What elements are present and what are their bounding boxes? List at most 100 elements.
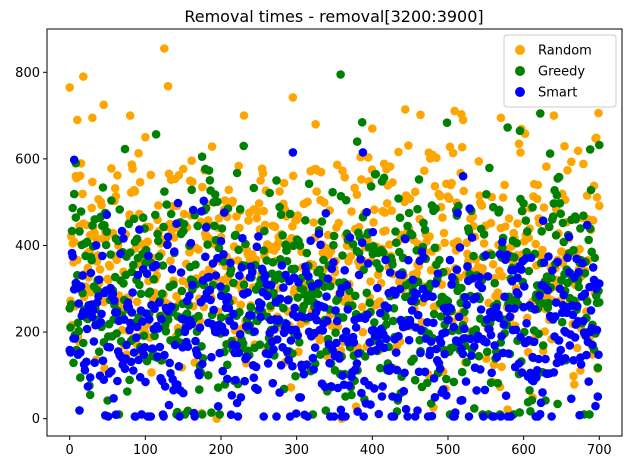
- data-point: [269, 345, 278, 354]
- data-point: [588, 263, 598, 272]
- data-point: [431, 204, 440, 213]
- data-point: [134, 149, 143, 158]
- data-point: [393, 393, 403, 403]
- data-point: [229, 321, 239, 331]
- data-point: [88, 177, 97, 187]
- data-point: [552, 190, 562, 200]
- data-point: [570, 380, 579, 389]
- data-point: [548, 266, 557, 275]
- data-point: [488, 260, 498, 269]
- data-point: [531, 239, 540, 249]
- data-point: [157, 289, 167, 299]
- data-point: [427, 411, 437, 421]
- data-point: [588, 216, 598, 225]
- data-point: [142, 269, 152, 279]
- data-point: [395, 284, 405, 294]
- data-point: [558, 218, 568, 228]
- legend: Random Greedy Smart: [503, 34, 617, 108]
- data-point: [358, 148, 368, 157]
- data-point: [420, 166, 429, 175]
- data-point: [433, 269, 443, 278]
- data-point: [206, 295, 215, 305]
- data-point: [295, 338, 304, 347]
- data-point: [277, 261, 287, 270]
- data-point: [335, 354, 344, 363]
- data-point: [574, 267, 584, 277]
- data-point: [500, 180, 509, 190]
- data-point: [204, 272, 214, 282]
- data-point: [505, 312, 515, 322]
- data-point: [250, 327, 259, 336]
- data-point: [590, 253, 600, 263]
- data-point: [214, 243, 224, 253]
- data-point: [442, 391, 451, 400]
- data-point: [255, 340, 265, 350]
- data-point: [223, 292, 233, 302]
- chart-title: Removal times - removal[3200:3900]: [184, 7, 483, 26]
- data-point: [276, 294, 285, 304]
- data-point: [475, 272, 484, 282]
- data-point: [194, 245, 203, 254]
- data-point: [586, 185, 596, 195]
- data-point: [124, 219, 134, 229]
- data-point: [272, 412, 281, 421]
- data-point: [68, 203, 77, 213]
- data-point: [231, 230, 240, 240]
- legend-box: [503, 34, 617, 108]
- data-point: [238, 233, 247, 243]
- data-point: [371, 169, 381, 179]
- data-point: [407, 230, 417, 240]
- data-point: [231, 375, 240, 385]
- data-point: [304, 179, 314, 189]
- data-point: [329, 231, 339, 241]
- data-point: [187, 185, 196, 195]
- data-point: [504, 349, 513, 358]
- data-point: [341, 195, 351, 205]
- data-point: [537, 227, 546, 236]
- data-point: [548, 212, 558, 221]
- data-point: [188, 205, 198, 215]
- data-point: [129, 214, 139, 224]
- data-point: [542, 162, 551, 171]
- data-point: [246, 302, 256, 312]
- data-point: [495, 205, 504, 215]
- data-point: [539, 258, 549, 268]
- data-point: [340, 266, 350, 275]
- data-point: [132, 297, 142, 307]
- data-point: [203, 240, 212, 249]
- data-point: [559, 237, 568, 247]
- data-point: [148, 344, 157, 353]
- data-point: [462, 300, 472, 310]
- data-point: [195, 370, 204, 380]
- data-point: [213, 402, 223, 411]
- data-point: [563, 253, 572, 263]
- data-point: [198, 182, 207, 192]
- data-point: [98, 251, 107, 261]
- data-point: [331, 328, 340, 338]
- data-point: [94, 347, 104, 357]
- data-point: [67, 226, 77, 236]
- data-point: [532, 373, 541, 382]
- data-point: [474, 157, 484, 166]
- data-point: [591, 401, 600, 411]
- data-point: [430, 181, 440, 191]
- axes: 0 100 200 300 400 500 600 700 0 200 400 600 800: [15, 66, 612, 458]
- data-point: [198, 410, 207, 419]
- data-point: [576, 224, 585, 233]
- data-point: [164, 400, 174, 410]
- data-point: [388, 178, 397, 187]
- data-point: [510, 253, 519, 262]
- data-point: [480, 385, 490, 395]
- data-point: [347, 207, 356, 216]
- data-point: [249, 373, 259, 383]
- data-point: [584, 235, 593, 245]
- data-point: [188, 280, 197, 290]
- data-point: [305, 312, 315, 322]
- data-point: [99, 100, 108, 110]
- data-point: [498, 271, 507, 281]
- data-point: [78, 189, 87, 199]
- data-point: [526, 253, 536, 262]
- data-point: [482, 338, 491, 347]
- data-point: [304, 272, 313, 281]
